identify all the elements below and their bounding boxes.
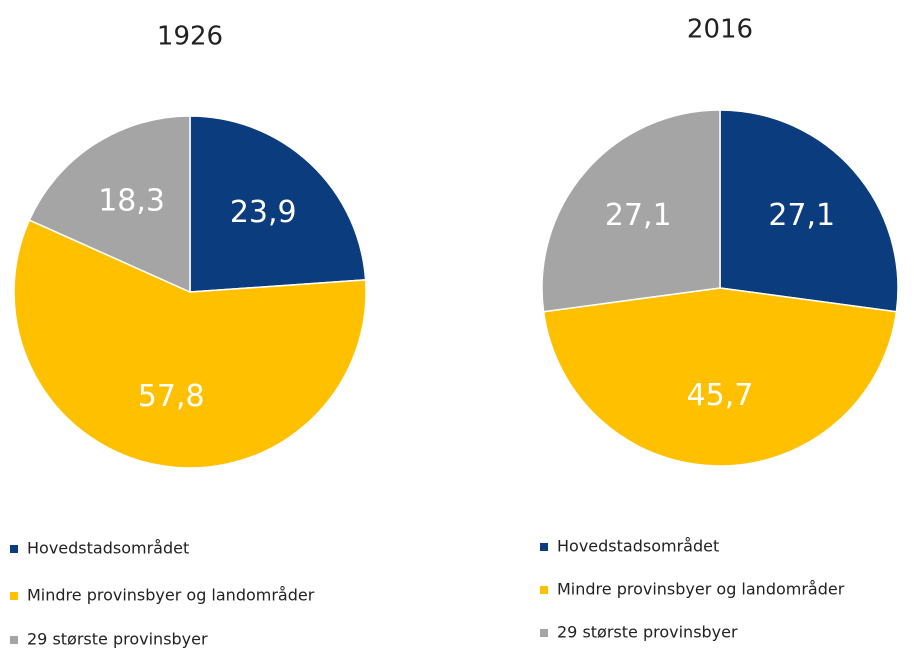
value-label: 27,1 (768, 198, 835, 233)
pie-slice (189, 115, 367, 293)
legend-label: 29 største provinsbyer (557, 623, 738, 642)
pie-slice (541, 109, 721, 313)
pie-slice (719, 109, 899, 313)
pie-slice (13, 219, 367, 469)
legend-label: Mindre provinsbyer og landområder (557, 580, 845, 599)
value-label: 23,9 (230, 195, 297, 230)
pie-slice (542, 287, 898, 467)
legend-swatch (540, 629, 548, 637)
pie-slice (28, 115, 191, 294)
value-label: 18,3 (98, 183, 165, 218)
value-label: 27,1 (605, 198, 672, 233)
value-label: 45,7 (687, 378, 754, 413)
legend-label: Mindre provinsbyer og landområder (27, 586, 315, 605)
chart-title: 1926 (157, 22, 223, 52)
legend-swatch (540, 586, 548, 594)
legend-swatch (540, 543, 548, 551)
legend-label: 29 største provinsbyer (27, 630, 208, 649)
legend-label: Hovedstadsområdet (27, 539, 189, 558)
legend-swatch (10, 545, 18, 553)
legend-swatch (10, 636, 18, 644)
chart-title: 2016 (687, 15, 753, 45)
legend-label: Hovedstadsområdet (557, 537, 719, 556)
value-label: 57,8 (138, 379, 205, 414)
legend-swatch (10, 592, 18, 600)
